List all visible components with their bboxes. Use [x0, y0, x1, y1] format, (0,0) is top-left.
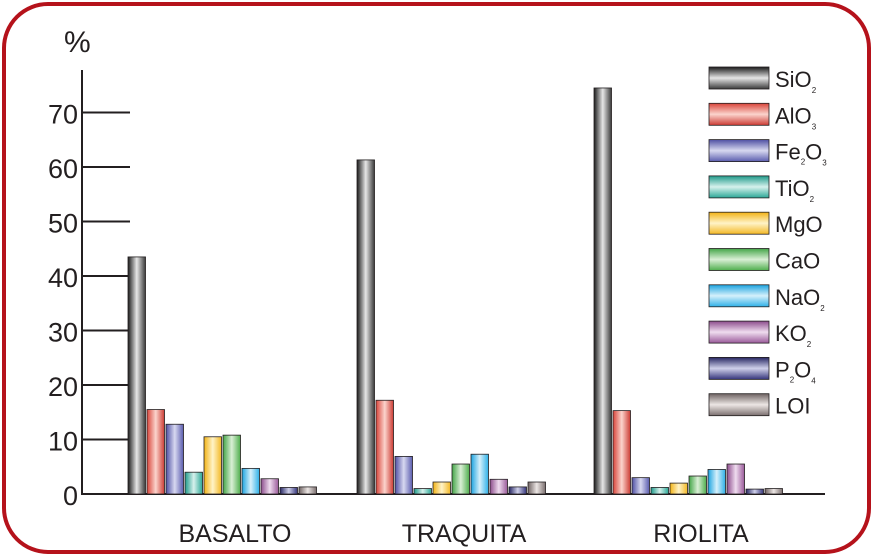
- bar-riolita-feo: [631, 477, 650, 495]
- legend-swatch-sio: [708, 66, 770, 90]
- legend-swatch-feo: [708, 139, 770, 163]
- legend-swatch-nao: [708, 284, 770, 308]
- legend-label-po: P2O4: [775, 357, 816, 385]
- legend-label-cao: CaO: [775, 249, 820, 274]
- y-tick-label-30: 30: [48, 318, 78, 348]
- legend-label-feo: Fe2O3: [775, 140, 827, 168]
- y-tick-label-10: 10: [48, 427, 78, 457]
- bar-basalto-tio: [184, 471, 203, 495]
- bar-riolita-cao: [688, 475, 707, 495]
- bar-traquita-tio: [413, 488, 432, 495]
- legend-label-nao: NaO2: [775, 285, 825, 313]
- bar-riolita-mgo: [669, 482, 688, 495]
- bar-basalto-feo: [165, 423, 184, 495]
- bar-riolita-tio: [650, 487, 669, 495]
- category-label-basalto: BASALTO: [178, 520, 291, 548]
- y-tick-label-50: 50: [48, 209, 78, 239]
- legend-swatch-loi: [708, 393, 770, 417]
- y-tick-label-20: 20: [48, 372, 78, 402]
- bar-traquita-po: [508, 486, 527, 495]
- bar-riolita-sio: [593, 87, 612, 495]
- bar-traquita-alo: [375, 399, 394, 495]
- legend-swatch-mgo: [708, 211, 770, 235]
- bar-basalto-sio: [127, 256, 146, 495]
- bar-basalto-loi: [298, 486, 317, 495]
- y-tick-label-60: 60: [48, 154, 78, 184]
- bar-basalto-ko: [260, 478, 279, 495]
- bar-traquita-sio: [356, 159, 375, 495]
- legend-swatch-alo: [708, 102, 770, 126]
- legend-swatch-cao: [708, 248, 770, 271]
- legend-label-sio: SiO2: [775, 67, 817, 95]
- legend-label-alo: AlO3: [775, 103, 817, 131]
- bar-riolita-po: [745, 488, 764, 495]
- bar-riolita-loi: [764, 488, 783, 495]
- bar-riolita-alo: [612, 410, 631, 495]
- bar-riolita-ko: [726, 463, 745, 495]
- bar-traquita-cao: [451, 463, 470, 495]
- bar-traquita-mgo: [432, 481, 451, 495]
- bar-basalto-mgo: [203, 436, 222, 495]
- legend-swatch-tio: [708, 175, 770, 199]
- legend-label-ko: KO2: [775, 321, 812, 349]
- bar-traquita-loi: [527, 481, 546, 495]
- category-label-traquita: TRAQUITA: [402, 520, 527, 548]
- y-axis-unit: %: [64, 26, 91, 59]
- bar-basalto-nao: [241, 467, 260, 495]
- legend-swatch-ko: [708, 320, 770, 344]
- legend-label-mgo: MgO: [775, 212, 823, 237]
- category-label-riolita: RIOLITA: [653, 520, 749, 548]
- bar-traquita-feo: [394, 455, 413, 495]
- bar-basalto-alo: [146, 409, 165, 495]
- legend-label-tio: TiO2: [775, 176, 815, 204]
- bar-basalto-cao: [222, 434, 241, 495]
- legend-label-loi: LOI: [775, 394, 810, 419]
- bar-traquita-ko: [489, 478, 508, 495]
- y-tick-label-70: 70: [48, 100, 78, 130]
- bar-traquita-nao: [470, 453, 489, 495]
- y-tick-label-0: 0: [63, 481, 78, 511]
- bar-basalto-po: [279, 487, 298, 495]
- bar-riolita-nao: [707, 469, 726, 495]
- legend-swatch-po: [708, 356, 770, 380]
- y-tick-label-40: 40: [48, 263, 78, 293]
